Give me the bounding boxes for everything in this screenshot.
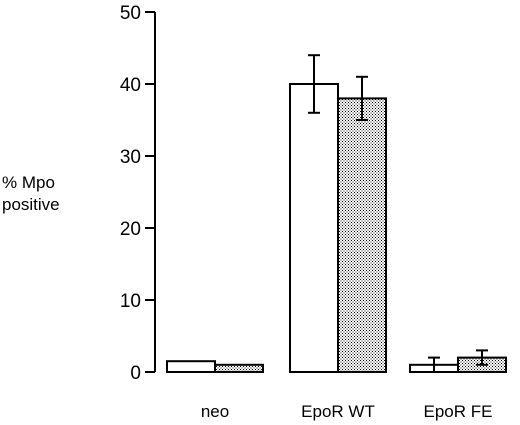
- y-tick-label: 10: [120, 291, 141, 312]
- x-tick-label: neo: [201, 402, 229, 421]
- x-tick-label: EpoR FE: [424, 402, 493, 421]
- y-axis-label: % Mpo positive: [2, 172, 60, 216]
- x-tick-label: EpoR WT: [301, 402, 375, 421]
- y-axis-label-line2: positive: [2, 195, 60, 214]
- x-tick-labels: neo EpoR WT EpoR FE: [201, 402, 493, 421]
- bar-plain: [289, 83, 339, 373]
- y-tick-label: 30: [120, 147, 141, 168]
- bar-plain: [166, 360, 216, 374]
- y-axis: 0 10 20 30 40 50: [120, 3, 156, 384]
- y-tick-label: 40: [120, 75, 141, 96]
- y-tick-label: 50: [120, 3, 141, 24]
- bars-group: [166, 83, 507, 374]
- y-tick-label: 0: [130, 363, 141, 384]
- y-axis-label-line1: % Mpo: [2, 173, 55, 192]
- bar-dotted: [337, 97, 387, 374]
- bar-dotted: [214, 363, 264, 373]
- error-bars-group: [308, 54, 488, 373]
- y-tick-label: 20: [120, 219, 141, 240]
